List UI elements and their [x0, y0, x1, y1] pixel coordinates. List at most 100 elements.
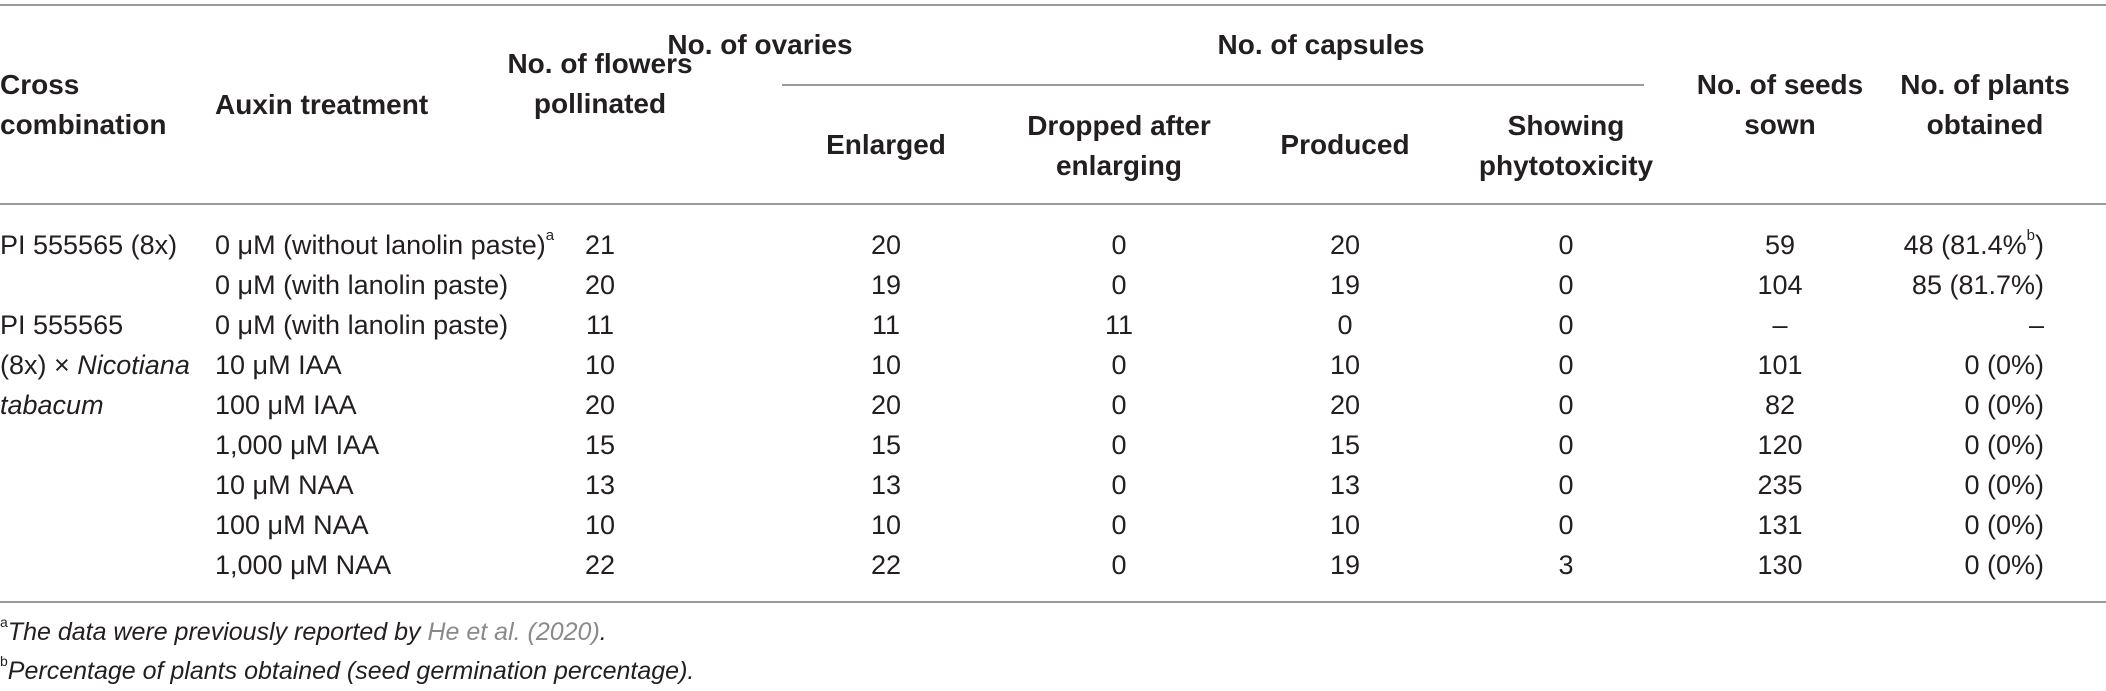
footnote-a-mark: a: [0, 613, 8, 630]
footnote-b: bPercentage of plants obtained (seed ger…: [0, 653, 694, 689]
row-8-flowers: 10: [584, 510, 616, 540]
row-7-auxin-treatment: 10 μM NAA: [215, 465, 354, 505]
header-seeds-sown: No. of seeds sown: [1696, 69, 1864, 140]
plants-obtained-text: 48 (81.4%: [1903, 230, 2027, 260]
row-5-enlarged: 20: [870, 390, 902, 420]
row-8-dropped: 0: [1111, 510, 1127, 540]
auxin-treatment-text: 100 μM IAA: [215, 390, 357, 420]
row-6-auxin-treatment: 1,000 μM IAA: [215, 425, 379, 465]
header-enlarged: Enlarged: [826, 129, 946, 160]
group-label-cross-prefix: (8x) ×: [0, 350, 78, 380]
row-8-enlarged: 10: [870, 510, 902, 540]
header-cross-combination: Cross combination: [0, 69, 167, 140]
group-header-rule: [782, 84, 1644, 86]
row-9-dropped: 0: [1111, 550, 1127, 580]
row-4-phyto: 0: [1558, 350, 1574, 380]
row-1-phyto: 0: [1558, 230, 1574, 260]
plants-obtained-text: 0 (0%): [1964, 550, 2044, 580]
group-label-pi555565: PI 555565 (8x): [0, 230, 178, 260]
row-7-enlarged: 13: [870, 470, 902, 500]
row-5-phyto: 0: [1558, 390, 1574, 420]
plants-obtained-text: 85 (81.7%): [1911, 270, 2044, 300]
plants-obtained-text: 0 (0%): [1964, 350, 2044, 380]
row-9-enlarged: 22: [870, 550, 902, 580]
row-1-seeds: 59: [1764, 230, 1796, 260]
group-label-cross-line1: PI 555565: [0, 310, 124, 340]
plants-obtained-text: –: [2028, 310, 2044, 340]
row-2-auxin-treatment: 0 μM (with lanolin paste): [215, 265, 508, 305]
auxin-treatment-text: 1,000 μM IAA: [215, 430, 380, 460]
row-3-seeds: –: [1772, 310, 1788, 340]
row-9-seeds: 130: [1757, 550, 1803, 580]
plants-obtained-text: 0 (0%): [1964, 470, 2044, 500]
row-2-enlarged: 19: [870, 270, 902, 300]
row-8-auxin-treatment: 100 μM NAA: [215, 505, 369, 545]
row-6-phyto: 0: [1558, 430, 1574, 460]
row-8-plants-obtained: 0 (0%): [1860, 505, 2044, 545]
auxin-treatment-text: 10 μM NAA: [215, 470, 354, 500]
row-1-flowers: 21: [584, 230, 616, 260]
row-5-flowers: 20: [584, 390, 616, 420]
footnote-marker: b: [2026, 227, 2035, 244]
row-9-produced: 19: [1329, 550, 1361, 580]
row-3-flowers: 11: [585, 310, 615, 340]
row-7-seeds: 235: [1757, 470, 1803, 500]
auxin-treatment-text: 1,000 μM NAA: [215, 550, 392, 580]
auxin-treatment-text: 0 μM (without lanolin paste): [215, 230, 546, 260]
row-2-produced: 19: [1329, 270, 1361, 300]
header-produced: Produced: [1280, 129, 1410, 160]
row-1-plants-obtained: 48 (81.4%b): [1860, 225, 2044, 265]
row-2-dropped: 0: [1111, 270, 1127, 300]
row-4-seeds: 101: [1757, 350, 1803, 380]
row-6-dropped: 0: [1111, 430, 1127, 460]
row-6-flowers: 15: [584, 430, 616, 460]
row-6-plants-obtained: 0 (0%): [1860, 425, 2044, 465]
group-label-species: Nicotiana: [77, 350, 190, 380]
plants-obtained-text: 0 (0%): [1964, 390, 2044, 420]
group-label-cross-line3: tabacum: [0, 390, 104, 420]
row-5-seeds: 82: [1764, 390, 1796, 420]
header-dropped: Dropped after enlarging: [1027, 110, 1211, 181]
row-4-dropped: 0: [1111, 350, 1127, 380]
group-label-cross-line2: (8x) × Nicotiana: [0, 345, 190, 385]
row-3-phyto: 0: [1558, 310, 1574, 340]
row-7-phyto: 0: [1558, 470, 1574, 500]
row-2-flowers: 20: [584, 270, 616, 300]
footnote-a-reference-link[interactable]: He et al. (2020): [427, 618, 600, 646]
row-5-auxin-treatment: 100 μM IAA: [215, 385, 357, 425]
auxin-treatment-text: 0 μM (with lanolin paste): [215, 270, 509, 300]
header-flowers-pollinated: No. of flowers pollinated: [507, 48, 693, 119]
plants-obtained-text: 0 (0%): [1964, 430, 2044, 460]
row-5-plants-obtained: 0 (0%): [1860, 385, 2044, 425]
row-3-auxin-treatment: 0 μM (with lanolin paste): [215, 305, 508, 345]
plants-obtained-text: 0 (0%): [1964, 510, 2044, 540]
row-5-produced: 20: [1329, 390, 1361, 420]
row-2-phyto: 0: [1558, 270, 1574, 300]
row-2-seeds: 104: [1757, 270, 1803, 300]
auxin-treatment-text: 100 μM NAA: [215, 510, 369, 540]
row-4-flowers: 10: [584, 350, 616, 380]
header-phytotoxicity: Showing phytotoxicity: [1478, 110, 1654, 181]
row-8-seeds: 131: [1757, 510, 1803, 540]
row-3-dropped: 11: [1104, 310, 1134, 340]
footnote-a: aThe data were previously reported by He…: [0, 614, 607, 650]
row-8-produced: 10: [1329, 510, 1361, 540]
row-1-auxin-treatment: 0 μM (without lanolin paste)a: [215, 225, 554, 265]
row-4-auxin-treatment: 10 μM IAA: [215, 345, 342, 385]
footnote-b-text: Percentage of plants obtained (seed germ…: [7, 657, 695, 685]
row-1-produced: 20: [1329, 230, 1361, 260]
row-1-enlarged: 20: [870, 230, 902, 260]
auxin-treatment-text: 0 μM (with lanolin paste): [215, 310, 509, 340]
row-2-plants-obtained: 85 (81.7%): [1860, 265, 2044, 305]
row-6-produced: 15: [1329, 430, 1361, 460]
footnote-b-mark: b: [0, 652, 8, 669]
header-bottom-rule: [0, 203, 2106, 205]
header-capsules-group: No. of capsules: [1217, 29, 1425, 60]
row-6-seeds: 120: [1757, 430, 1803, 460]
row-1-dropped: 0: [1111, 230, 1127, 260]
row-9-flowers: 22: [584, 550, 616, 580]
footnote-a-text: The data were previously reported by: [7, 618, 428, 646]
row-9-plants-obtained: 0 (0%): [1860, 545, 2044, 585]
row-4-produced: 10: [1329, 350, 1361, 380]
header-plants-obtained: No. of plants obtained: [1900, 69, 2070, 140]
